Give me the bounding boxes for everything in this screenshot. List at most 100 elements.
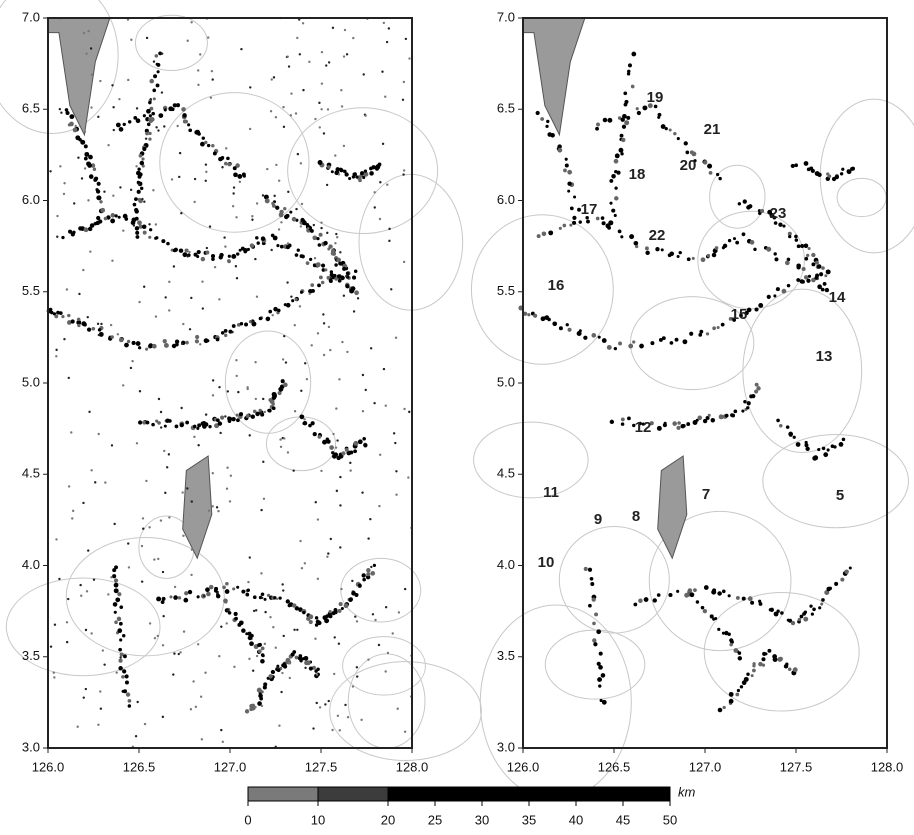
colorbar-tick-label: 10: [311, 812, 325, 827]
survey-point: [609, 202, 612, 205]
survey-point: [751, 674, 754, 677]
survey-point: [321, 82, 323, 84]
region-label: 8: [632, 508, 640, 525]
survey-point: [345, 284, 349, 288]
survey-point: [302, 611, 305, 614]
survey-point: [403, 408, 405, 410]
survey-point: [280, 245, 284, 249]
survey-point: [205, 163, 207, 165]
survey-point: [252, 670, 254, 672]
survey-point: [212, 472, 214, 474]
survey-point: [304, 656, 309, 661]
survey-point: [729, 699, 734, 704]
survey-point: [653, 598, 657, 602]
survey-point: [286, 245, 290, 249]
survey-point: [113, 129, 115, 131]
survey-point: [145, 132, 149, 136]
survey-point: [296, 37, 298, 39]
survey-point: [800, 244, 804, 248]
survey-point: [337, 715, 339, 717]
survey-point: [779, 424, 783, 428]
survey-point: [282, 358, 284, 360]
survey-point: [729, 643, 733, 647]
region-label: 14: [829, 289, 846, 306]
survey-point: [227, 416, 230, 419]
survey-point: [362, 410, 364, 412]
survey-point: [280, 221, 282, 223]
survey-point: [268, 674, 272, 678]
survey-point: [276, 598, 278, 600]
survey-point: [103, 663, 105, 665]
survey-point: [150, 98, 152, 100]
survey-point: [346, 351, 348, 353]
survey-point: [240, 48, 242, 50]
survey-point: [148, 526, 150, 528]
survey-point: [320, 227, 322, 229]
survey-point: [128, 699, 132, 703]
survey-point: [308, 293, 310, 295]
survey-point: [707, 254, 710, 257]
survey-point: [318, 435, 322, 439]
survey-point: [256, 655, 258, 657]
survey-point: [376, 164, 381, 169]
survey-point: [190, 21, 192, 23]
survey-point: [614, 196, 618, 200]
survey-point: [141, 545, 143, 547]
survey-point: [287, 451, 289, 453]
survey-point: [594, 612, 598, 616]
survey-point: [199, 343, 201, 345]
survey-point: [708, 414, 711, 417]
survey-point: [217, 510, 219, 512]
survey-point: [226, 467, 228, 469]
survey-point: [356, 675, 358, 677]
survey-point: [631, 85, 635, 89]
survey-point: [592, 622, 596, 626]
survey-point: [122, 690, 125, 693]
survey-point: [233, 172, 238, 177]
survey-point: [358, 439, 363, 444]
survey-point: [135, 209, 139, 213]
survey-point: [179, 152, 181, 154]
region-label: 13: [816, 348, 833, 365]
survey-point: [160, 411, 162, 413]
survey-point: [364, 169, 367, 172]
survey-point: [180, 407, 182, 409]
survey-point: [261, 653, 265, 657]
survey-point: [570, 206, 574, 210]
survey-point: [334, 242, 336, 244]
survey-point: [131, 220, 136, 225]
survey-point: [345, 275, 347, 277]
survey-point: [152, 89, 156, 93]
survey-point: [149, 228, 152, 231]
survey-point: [618, 229, 622, 233]
survey-point: [601, 216, 605, 220]
survey-point: [204, 672, 206, 674]
survey-point: [404, 588, 406, 590]
survey-point: [273, 236, 278, 241]
survey-point: [690, 592, 695, 597]
survey-point: [349, 469, 351, 471]
survey-point: [146, 37, 148, 39]
survey-point: [356, 666, 358, 668]
survey-point: [288, 662, 290, 664]
survey-point: [173, 652, 175, 654]
survey-point: [220, 729, 222, 731]
survey-point: [292, 603, 296, 607]
survey-point: [312, 235, 317, 240]
survey-point: [231, 331, 233, 333]
survey-point: [197, 423, 201, 427]
survey-point: [148, 101, 151, 104]
survey-point: [280, 691, 282, 693]
survey-point: [336, 236, 338, 238]
survey-point: [164, 296, 166, 298]
survey-point: [247, 388, 249, 390]
survey-point: [115, 597, 120, 602]
survey-point: [339, 729, 341, 731]
survey-point: [117, 628, 122, 633]
survey-point: [84, 144, 88, 148]
survey-point: [269, 616, 271, 618]
survey-point: [131, 360, 133, 362]
survey-point: [679, 251, 682, 254]
survey-point: [602, 338, 607, 343]
survey-point: [86, 590, 88, 592]
